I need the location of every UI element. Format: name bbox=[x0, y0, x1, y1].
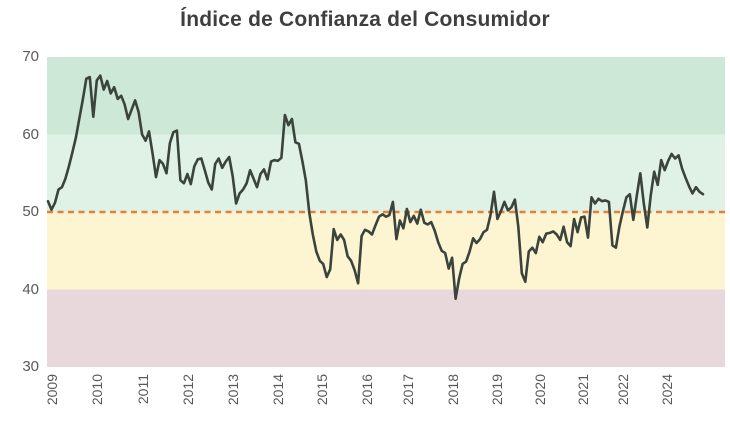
y-tick-60: 60 bbox=[22, 125, 39, 143]
x-tick-2011: 2011 bbox=[135, 374, 151, 405]
x-tick-2019: 2019 bbox=[488, 374, 505, 406]
x-tick-2018: 2018 bbox=[444, 374, 461, 406]
band-60-70 bbox=[47, 57, 725, 135]
x-tick-2010: 2010 bbox=[88, 374, 105, 406]
x-tick-2012: 2012 bbox=[180, 374, 197, 406]
band-50-60 bbox=[47, 134, 725, 212]
y-tick-30: 30 bbox=[22, 358, 39, 375]
x-tick-2009: 2009 bbox=[44, 374, 61, 406]
band-30-40 bbox=[47, 289, 725, 367]
x-tick-2017: 2017 bbox=[399, 374, 416, 406]
y-tick-50: 50 bbox=[22, 203, 39, 220]
x-tick-2014: 2014 bbox=[269, 374, 286, 406]
band-40-50 bbox=[47, 212, 725, 290]
y-tick-40: 40 bbox=[22, 280, 39, 298]
y-tick-70: 70 bbox=[22, 48, 39, 65]
index-line bbox=[46, 74, 705, 301]
x-tick-2022: 2022 bbox=[615, 374, 632, 406]
x-tick-2013: 2013 bbox=[224, 374, 241, 406]
x-tick-2021: 2021 bbox=[575, 374, 592, 406]
x-tick-2015: 2015 bbox=[313, 374, 330, 406]
x-tick-2020: 2020 bbox=[531, 374, 548, 406]
chart-title: Índice de Confianza del Consumidor bbox=[180, 8, 550, 31]
x-tick-2024: 2024 bbox=[659, 374, 676, 406]
x-tick-2016: 2016 bbox=[359, 374, 376, 406]
